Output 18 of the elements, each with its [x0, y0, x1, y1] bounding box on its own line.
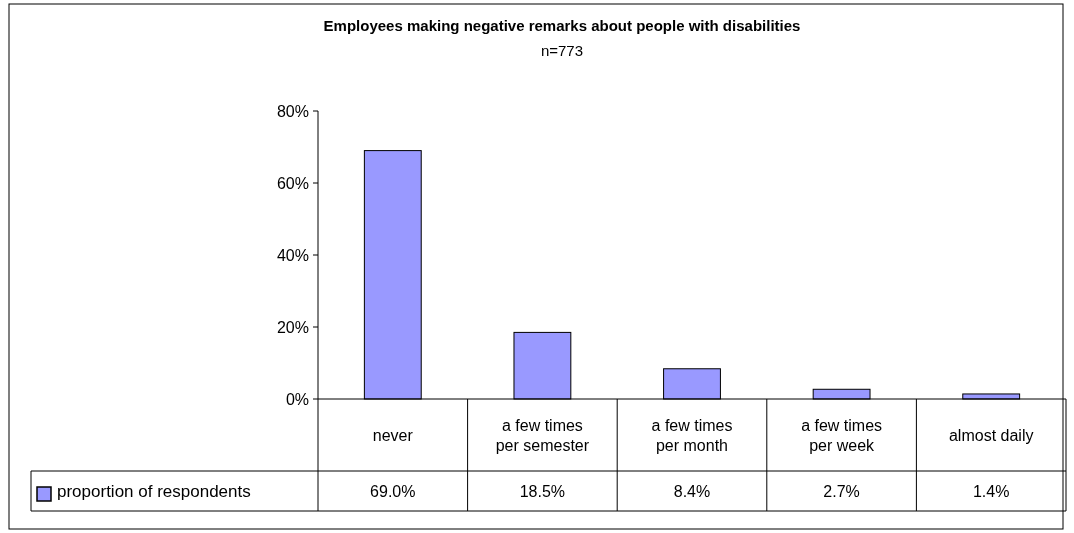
y-tick-label: 80%: [276, 102, 309, 120]
data-label: 8.4%: [673, 482, 711, 500]
y-tick-label: 20%: [276, 318, 309, 336]
chart-title: Employees making negative remarks about people with disabilities: [323, 17, 801, 34]
legend-label: proportion of respondents: [57, 481, 251, 501]
x-tick-label: never: [372, 426, 414, 444]
data-label: 18.5%: [519, 482, 566, 500]
y-tick-label: 0%: [285, 390, 309, 408]
x-tick-label: a few times per month: [651, 416, 733, 454]
x-tick-label: a few times per week: [801, 416, 883, 454]
chart-subtitle: n=773: [540, 42, 584, 59]
y-tick-label: 60%: [276, 174, 309, 192]
x-tick-label: a few times per semester: [495, 416, 590, 454]
data-label: 69.0%: [370, 482, 416, 500]
y-tick-label: 40%: [276, 246, 309, 264]
data-label: 1.4%: [972, 482, 1010, 500]
data-label: 2.7%: [823, 482, 860, 500]
x-tick-label: almost daily: [948, 426, 1034, 444]
